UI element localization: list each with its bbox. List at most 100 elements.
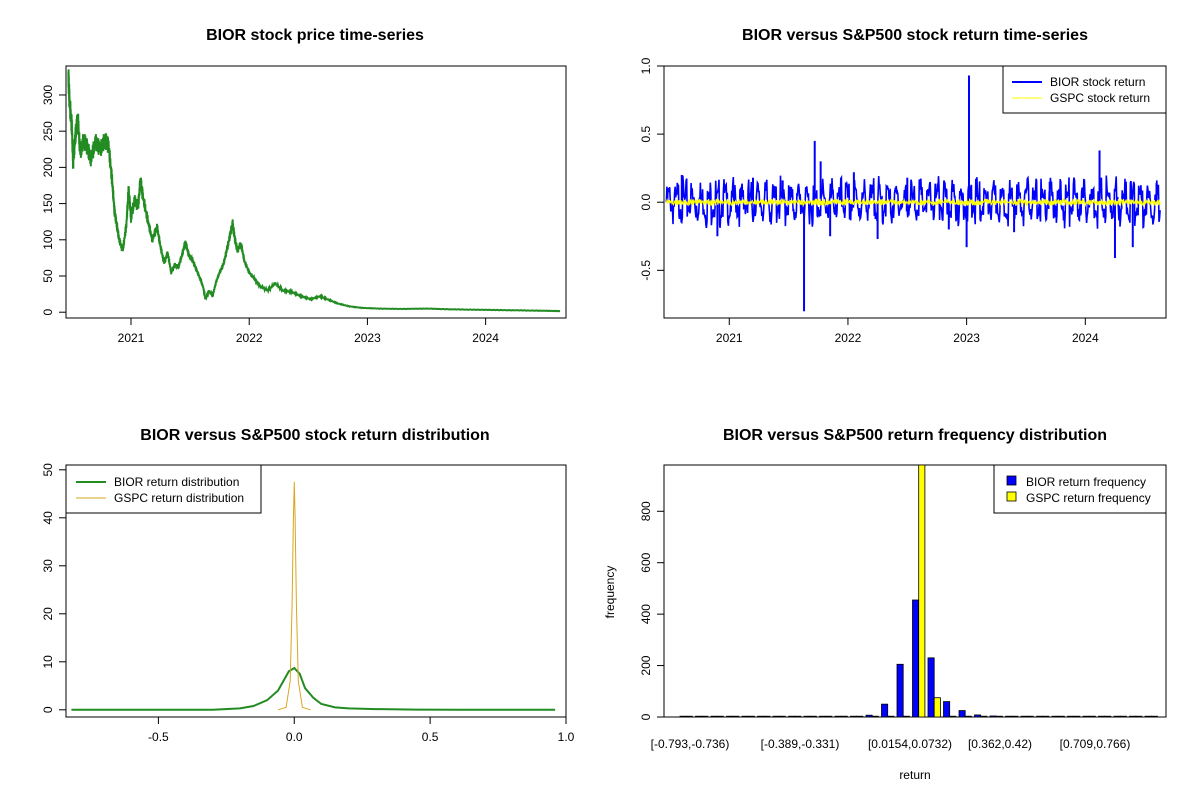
return-ts-title: BIOR versus S&P500 stock return time-ser… xyxy=(742,27,1088,44)
frequency-legend: BIOR return frequency GSPC return freque… xyxy=(993,464,1167,514)
frequency-y-tick-label: 800 xyxy=(639,501,653,521)
gspc-frequency-bar xyxy=(949,715,957,718)
panel-return-timeseries: BIOR versus S&P500 stock return time-ser… xyxy=(639,27,1167,345)
frequency-ylabel: frequency xyxy=(603,566,617,619)
price-axes: 2021 2022 2023 2024 0 50 100 150 200 250 300 xyxy=(41,85,499,345)
bior-frequency-bar xyxy=(803,715,811,718)
bior-frequency-bar xyxy=(1144,715,1152,718)
return-ts-x-tick-label: 2021 xyxy=(716,331,743,345)
bior-frequency-bar xyxy=(1005,715,1013,718)
price-y-tick-label: 150 xyxy=(41,193,55,213)
gspc-frequency-bar xyxy=(1073,715,1081,718)
price-x-tick-label: 2021 xyxy=(118,331,145,345)
bior-frequency-bar xyxy=(679,715,687,718)
return-ts-x-tick-label: 2023 xyxy=(953,331,980,345)
price-y-tick-label: 100 xyxy=(41,229,55,249)
bior-frequency-bar xyxy=(834,715,842,718)
distribution-y-tick-label: 30 xyxy=(41,559,55,573)
frequency-axes: 0 200 400 600 800 [-0.793,-0.736) [-0.389,-0.3… xyxy=(639,501,1130,751)
bior-frequency-bar xyxy=(788,715,796,718)
gspc-frequency-bar xyxy=(980,715,988,718)
gspc-frequency-bar xyxy=(809,715,817,718)
legend-gspc-freq-label: GSPC return frequency xyxy=(1026,491,1151,505)
bior-frequency-bar xyxy=(772,715,780,718)
legend-bior-freq-swatch xyxy=(1006,475,1017,486)
return-ts-axes: 2021 2022 2023 2024 -0.5 0.0 0.5 1.0 xyxy=(639,57,1099,345)
legend-gspc-return-label: GSPC stock return xyxy=(1050,91,1150,105)
bior-frequency-bar xyxy=(1082,715,1090,718)
distribution-series xyxy=(71,481,556,711)
distribution-y-tick-label: 50 xyxy=(41,463,55,477)
return-ts-y-tick-label: 0.5 xyxy=(639,125,653,142)
frequency-x-tick-label: [0.0154,0.0732) xyxy=(868,737,952,751)
bior-frequency-bar xyxy=(912,599,920,718)
gspc-frequency-bar xyxy=(778,715,786,718)
frequency-y-tick-label: 0 xyxy=(639,713,653,720)
gspc-frequency-bar xyxy=(1026,715,1034,718)
gspc-frequency-bar xyxy=(1042,715,1050,718)
return-ts-x-tick-label: 2022 xyxy=(835,331,862,345)
price-x-tick-label: 2023 xyxy=(354,331,381,345)
gspc-frequency-bar xyxy=(840,715,848,718)
bior-frequency-bar xyxy=(1129,715,1137,718)
legend-bior-dist-label: BIOR return distribution xyxy=(114,475,239,489)
distribution-y-tick-label: 0 xyxy=(41,706,55,713)
price-x-tick-label: 2022 xyxy=(236,331,263,345)
bior-frequency-bar xyxy=(896,663,904,718)
gspc-frequency-bar xyxy=(1088,715,1096,718)
frequency-xlabel: return xyxy=(899,768,930,782)
frequency-x-tick-label: [-0.389,-0.331) xyxy=(761,737,840,751)
gspc-frequency-bar xyxy=(685,715,693,718)
distribution-x-tick-label: 1.0 xyxy=(558,730,575,744)
bior-frequency-bar xyxy=(1036,715,1044,718)
gspc-frequency-bar xyxy=(1104,715,1112,718)
bior-frequency-bar xyxy=(943,701,951,718)
distribution-y-tick-label: 40 xyxy=(41,511,55,525)
bior-frequency-bar xyxy=(1067,715,1075,718)
gspc-frequency-bar xyxy=(918,464,926,718)
frequency-title: BIOR versus S&P500 return frequency dist… xyxy=(723,427,1107,444)
bior-frequency-bar xyxy=(1098,715,1106,718)
price-y-tick-label: 200 xyxy=(41,157,55,177)
bior-frequency-bar xyxy=(958,710,966,718)
bior-frequency-bar xyxy=(1051,715,1059,718)
distribution-legend: BIOR return distribution GSPC return dis… xyxy=(65,464,262,514)
bior-frequency-bar xyxy=(881,703,889,718)
gspc-frequency-bar xyxy=(933,697,941,718)
bior-frequency-bar xyxy=(741,715,749,718)
frequency-y-tick-label: 400 xyxy=(639,604,653,624)
distribution-title: BIOR versus S&P500 stock return distribu… xyxy=(140,427,489,444)
price-title: BIOR stock price time-series xyxy=(206,27,424,44)
frequency-x-tick-label: [0.362,0.42) xyxy=(968,737,1032,751)
bior-frequency-bar xyxy=(757,715,765,718)
bior-frequency-bar xyxy=(989,715,997,718)
gspc-frequency-bar xyxy=(825,715,833,718)
distribution-x-tick-label: 0.5 xyxy=(422,730,439,744)
frequency-y-tick-label: 200 xyxy=(639,655,653,675)
return-ts-legend-box xyxy=(1002,65,1167,114)
bior-frequency-bar xyxy=(1020,715,1028,718)
price-line xyxy=(67,69,561,313)
price-series xyxy=(67,69,561,313)
return-ts-y-tick-label: -0.5 xyxy=(639,260,653,281)
gspc-frequency-bar xyxy=(732,715,740,718)
gspc-frequency-bar xyxy=(794,715,802,718)
bior-frequency-bar xyxy=(695,715,703,718)
legend-bior-return-label: BIOR stock return xyxy=(1050,75,1145,89)
legend-gspc-freq-swatch xyxy=(1006,491,1017,502)
frequency-x-tick-label: [-0.793,-0.736) xyxy=(651,737,730,751)
distribution-y-tick-label: 20 xyxy=(41,607,55,621)
return-ts-y-tick-label: 0.0 xyxy=(639,194,653,211)
return-ts-x-tick-label: 2024 xyxy=(1072,331,1099,345)
legend-bior-freq-label: BIOR return frequency xyxy=(1026,475,1146,489)
gspc-frequency-bar xyxy=(887,715,895,718)
gspc-frequency-bar xyxy=(1135,715,1143,718)
gspc-frequency-bar xyxy=(902,715,910,718)
price-y-tick-label: 50 xyxy=(41,269,55,283)
distribution-x-tick-label: -0.5 xyxy=(148,730,169,744)
panel-return-distribution: BIOR versus S&P500 stock return distribu… xyxy=(41,427,575,744)
gspc-frequency-bar xyxy=(1057,715,1065,718)
frequency-bars xyxy=(679,464,1158,718)
gspc-frequency-bar xyxy=(1119,715,1127,718)
distribution-legend-box xyxy=(65,464,262,514)
